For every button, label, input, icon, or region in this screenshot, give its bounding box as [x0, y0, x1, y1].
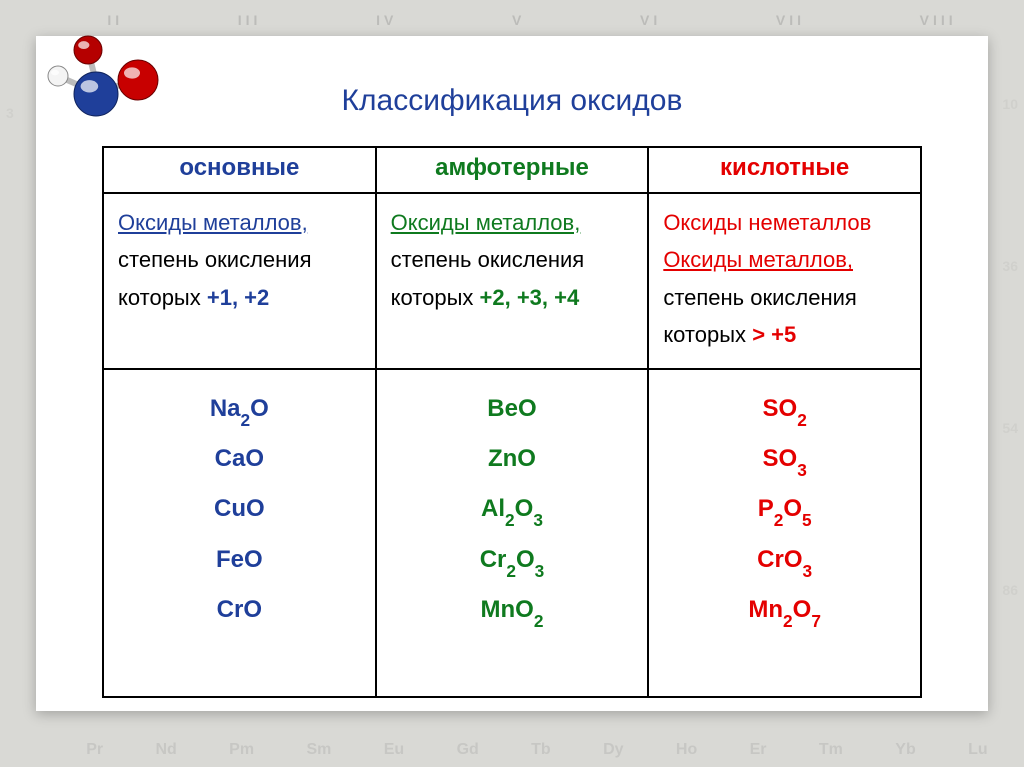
formulas-acidic: SO2SO3P2O5CrO3Mn2O7 [648, 369, 921, 697]
formulas-basic: Na2OCaOCuOFeOCrO [103, 369, 376, 697]
bg-bottom-row: PrNdPmSmEuGdTbDyHoErTmYbLu [60, 741, 1014, 759]
table-description-row: Оксиды металлов,степень окисления которы… [103, 193, 921, 369]
slide-card: Классификация оксидов основные амфотерны… [36, 36, 988, 711]
page-title: Классификация оксидов [36, 84, 988, 118]
oxide-table: основные амфотерные кислотные Оксиды мет… [102, 146, 922, 698]
col-header-acidic: кислотные [648, 147, 921, 193]
desc-acidic: Оксиды неметалловОксиды металлов,степень… [648, 193, 921, 369]
bg-top-row: IIIIIIVVVIVIIVIII [50, 0, 1014, 40]
bg-right-col: 10365486 [1002, 60, 1018, 707]
formulas-amphoteric: BeOZnOAl2O3Cr2O3MnO2 [376, 369, 649, 697]
col-header-basic: основные [103, 147, 376, 193]
bg-left-col: 3 [6, 60, 14, 707]
desc-amphoteric: Оксиды металлов,степень окисления которы… [376, 193, 649, 369]
desc-basic: Оксиды металлов,степень окисления которы… [103, 193, 376, 369]
table-formula-row: Na2OCaOCuOFeOCrO BeOZnOAl2O3Cr2O3MnO2 SO… [103, 369, 921, 697]
table-header-row: основные амфотерные кислотные [103, 147, 921, 193]
col-header-amphoteric: амфотерные [376, 147, 649, 193]
